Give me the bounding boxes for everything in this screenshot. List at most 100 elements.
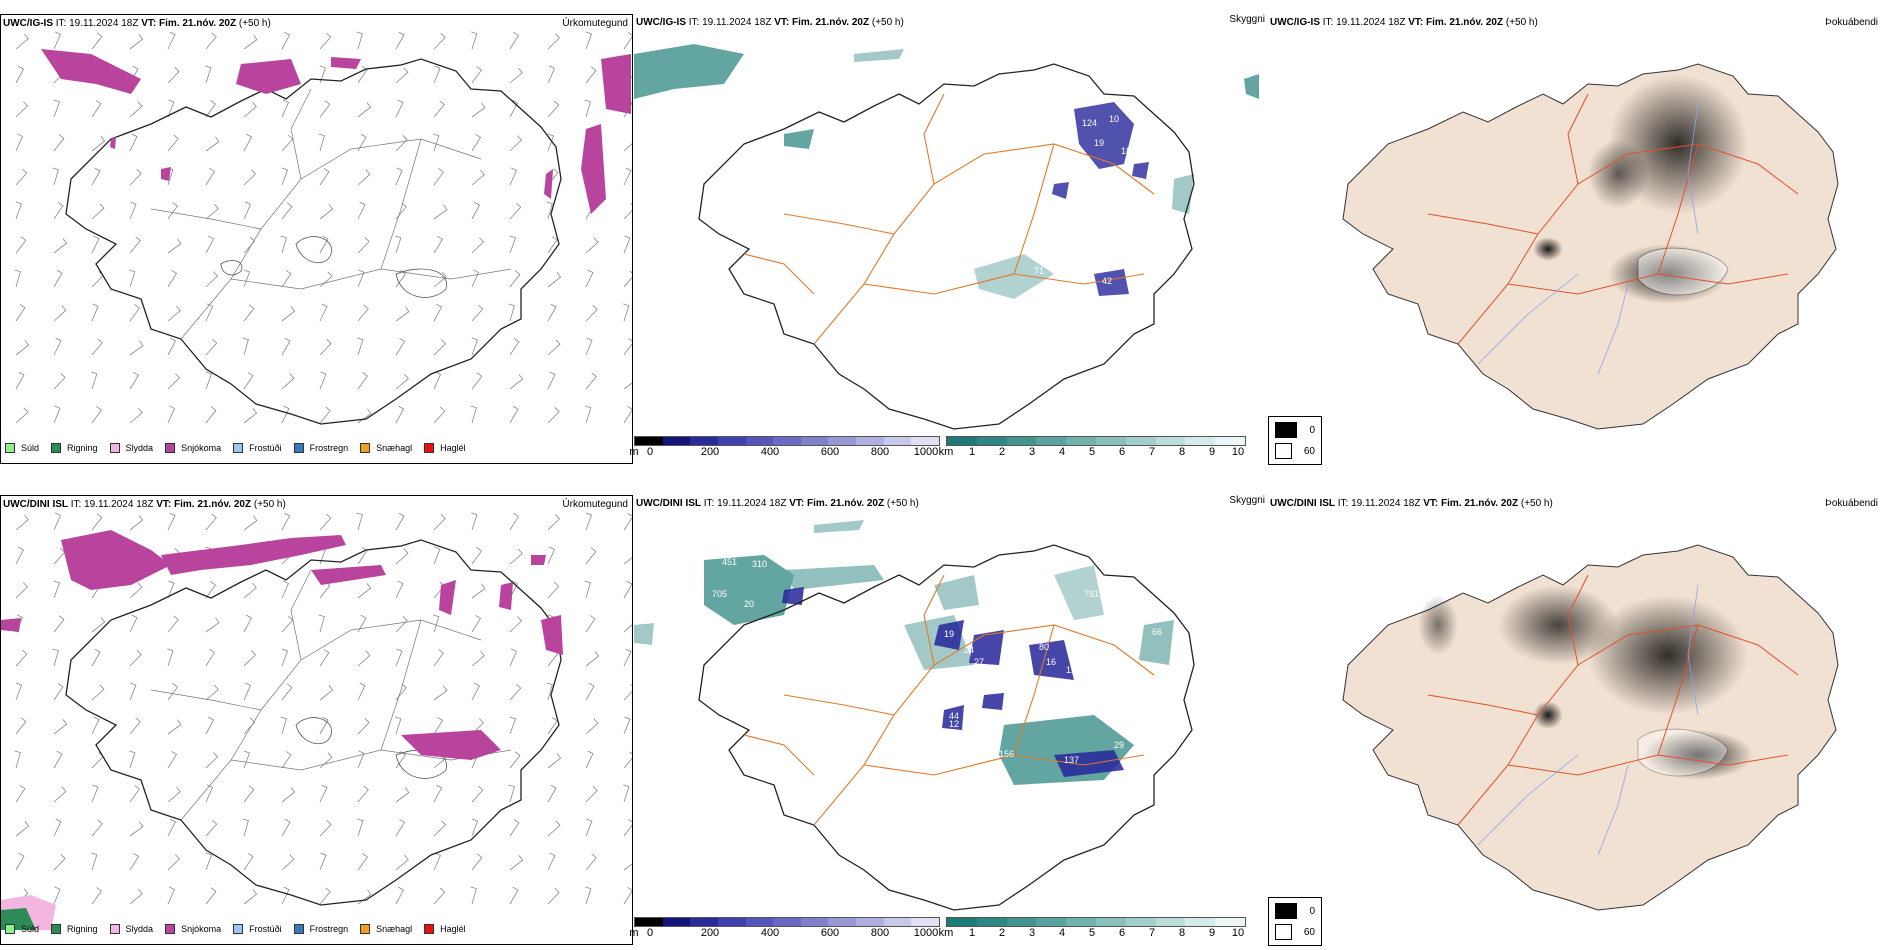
wind-barb bbox=[509, 580, 519, 599]
wind-barb bbox=[15, 201, 23, 220]
wind-barb bbox=[356, 512, 363, 531]
legend-item: Frostúði bbox=[233, 924, 282, 934]
valid-time: Fim. 21.nóv. 20Z bbox=[792, 17, 870, 28]
wind-barb bbox=[167, 580, 175, 599]
wind-barb bbox=[547, 33, 561, 50]
colorbar-segment bbox=[690, 918, 718, 926]
wind-barb bbox=[471, 853, 483, 871]
wind-barb bbox=[547, 784, 557, 803]
wind-barb bbox=[205, 167, 216, 186]
wind-barb bbox=[585, 750, 594, 769]
fog-shading bbox=[1418, 585, 1753, 780]
wind-barb bbox=[281, 818, 291, 837]
wind-barb bbox=[53, 99, 61, 118]
colorbar-segment bbox=[883, 918, 912, 926]
ceiling-label: 15 bbox=[1009, 687, 1019, 697]
legend-swatch bbox=[1275, 903, 1298, 919]
legend-item: Súld bbox=[5, 924, 39, 934]
wind-barb bbox=[357, 372, 368, 390]
wind-barb bbox=[471, 682, 481, 701]
wind-barb bbox=[15, 582, 29, 599]
wind-barb bbox=[319, 716, 329, 735]
wind-barb bbox=[52, 648, 59, 667]
wind-barb bbox=[471, 31, 478, 50]
wind-barb bbox=[91, 203, 105, 220]
wind-barb bbox=[15, 65, 25, 84]
wind-barb bbox=[243, 717, 256, 735]
wind-barb bbox=[280, 716, 287, 735]
ceiling-areas bbox=[782, 587, 1124, 777]
wind-barb bbox=[319, 649, 330, 667]
wind-barb bbox=[395, 616, 408, 633]
wind-barb bbox=[433, 204, 448, 220]
init-time: 19.11.2024 18Z bbox=[84, 499, 154, 510]
wind-barb bbox=[318, 614, 325, 633]
wind-barb bbox=[14, 269, 21, 288]
wind-barb bbox=[509, 405, 519, 424]
visibility-colorbar-ticks: km 1 2 3 4 5 6 7 8 9 10 bbox=[939, 927, 1246, 939]
wind-barb bbox=[319, 752, 333, 769]
colorbar-tick: 7 bbox=[1148, 446, 1156, 458]
wind-barb bbox=[319, 168, 330, 186]
wind-barb bbox=[585, 337, 593, 356]
precip-type-legend: Súld Rigning Slydda Snjókoma Frostúði Fr… bbox=[5, 443, 478, 453]
wind-barb bbox=[53, 818, 62, 837]
wind-barb bbox=[53, 719, 68, 735]
wind-barb bbox=[129, 304, 140, 322]
ceiling-label: 20 bbox=[744, 599, 754, 609]
wind-barb bbox=[623, 167, 632, 186]
wind-barb bbox=[243, 101, 257, 118]
wind-barb bbox=[433, 614, 440, 633]
wind-barb bbox=[243, 34, 258, 50]
colorbar-segment bbox=[662, 918, 691, 926]
legend-swatch bbox=[5, 924, 15, 934]
ceiling-label: 29 bbox=[1114, 740, 1124, 750]
legend-swatch bbox=[5, 443, 15, 453]
wind-barb bbox=[584, 99, 591, 118]
wind-barb bbox=[623, 863, 632, 871]
wind-barb bbox=[53, 269, 63, 288]
colorbar-tick: 8 bbox=[1178, 927, 1186, 939]
wind-barb bbox=[547, 514, 561, 531]
colorbar-segment bbox=[1036, 437, 1067, 445]
legend-swatch bbox=[1275, 924, 1292, 940]
wind-barb bbox=[509, 819, 520, 837]
wind-barb bbox=[395, 580, 404, 599]
wind-barb bbox=[205, 303, 214, 322]
wind-barb bbox=[53, 750, 63, 769]
wind-barb bbox=[167, 854, 181, 871]
colorbar-unit: m bbox=[629, 446, 639, 458]
wind-barb bbox=[281, 886, 290, 905]
wind-barb bbox=[471, 237, 485, 254]
colorbar-segment bbox=[800, 918, 829, 926]
wind-barb bbox=[623, 648, 632, 667]
lead-time: (+50 h) bbox=[238, 18, 271, 29]
wind-barb bbox=[623, 270, 632, 288]
wind-barb bbox=[319, 271, 333, 288]
wind-barb bbox=[357, 102, 372, 118]
ceiling-label: 705 bbox=[712, 589, 727, 599]
wind-barb bbox=[471, 304, 484, 322]
wind-barb bbox=[433, 820, 447, 837]
wind-barb bbox=[546, 201, 553, 220]
ceiling-colorbar: m 0 200 400 600 800 1000 bbox=[629, 436, 940, 458]
wind-barb bbox=[53, 373, 66, 390]
wind-barb bbox=[14, 750, 21, 769]
wind-barb bbox=[129, 201, 137, 220]
ceiling-label: 137 bbox=[1064, 755, 1079, 765]
colorbar-segment bbox=[1006, 918, 1037, 926]
wind-barb bbox=[167, 615, 179, 633]
wind-barb bbox=[585, 372, 597, 390]
wind-barb bbox=[91, 235, 100, 254]
colorbar-segment bbox=[717, 437, 746, 445]
wind-barb bbox=[509, 683, 522, 701]
precip-type-map bbox=[1, 512, 632, 930]
ceiling-colorbar-strip bbox=[634, 436, 940, 446]
wind-barb bbox=[205, 203, 219, 220]
wind-barb bbox=[395, 716, 402, 735]
wind-barb bbox=[395, 683, 407, 701]
wind-barb bbox=[281, 751, 292, 769]
wind-barb bbox=[91, 371, 98, 390]
wind-barb bbox=[509, 751, 521, 769]
